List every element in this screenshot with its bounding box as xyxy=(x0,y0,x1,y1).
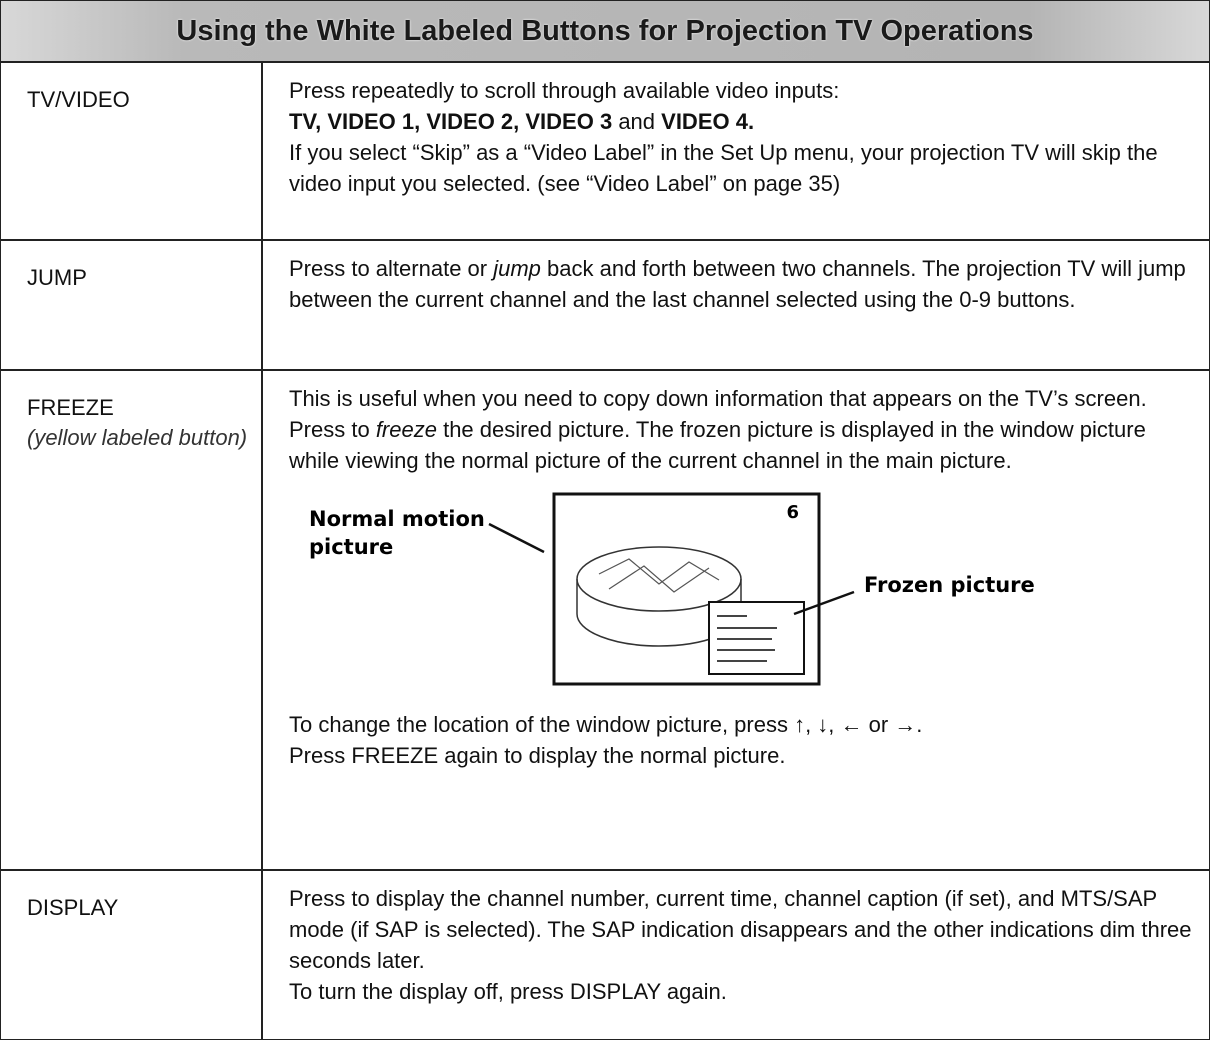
note: (yellow labeled button) xyxy=(27,425,248,450)
row: DISPLAY Press to display the channel num… xyxy=(1,871,1209,1039)
description: Press repeatedly to scroll through avail… xyxy=(263,63,1209,239)
button-name: FREEZE (yellow labeled button) xyxy=(1,371,263,869)
paragraph: This is useful when you need to copy dow… xyxy=(289,383,1199,414)
row: TV/VIDEO Press repeatedly to scroll thro… xyxy=(1,63,1209,241)
button-name: JUMP xyxy=(1,241,263,369)
figure-label: Frozen picture xyxy=(864,573,1035,597)
row: JUMP Press to alternate or jump back and… xyxy=(1,241,1209,371)
leader-line xyxy=(488,522,545,554)
text: Press repeatedly to scroll through avail… xyxy=(289,78,840,103)
paragraph: Press repeatedly to scroll through avail… xyxy=(289,75,1199,106)
text: back and forth between two channels. The… xyxy=(289,256,1186,312)
text: the desired picture. The frozen picture … xyxy=(289,417,1146,473)
leader-line xyxy=(793,590,855,616)
channel-number: 6 xyxy=(786,502,799,523)
figure-label: Normal motion xyxy=(309,507,485,531)
paragraph: Press to freeze the desired picture. The… xyxy=(289,414,1199,476)
text: VIDEO 4. xyxy=(661,109,755,134)
text: and xyxy=(612,109,662,134)
paragraph: Press to display the channel number, cur… xyxy=(289,883,1199,976)
title: Using the White Labeled Buttons for Proj… xyxy=(176,14,1034,47)
text: To change the location of the window pic… xyxy=(289,712,923,737)
header: Using the White Labeled Buttons for Proj… xyxy=(1,1,1209,63)
text: Press to alternate or xyxy=(289,256,494,281)
text: Press FREEZE again to display the normal… xyxy=(289,743,786,768)
paragraph: TV, VIDEO 1, VIDEO 2, VIDEO 3 and VIDEO … xyxy=(289,106,1199,137)
text: Press to xyxy=(289,417,376,442)
button-name: TV/VIDEO xyxy=(1,63,263,239)
text: TV, VIDEO 1, VIDEO 2, VIDEO 3 xyxy=(289,109,613,134)
recipe-lines xyxy=(717,615,777,662)
after-text: To change the location of the window pic… xyxy=(289,709,1199,771)
text: This is useful when you need to copy dow… xyxy=(289,386,1147,411)
illustration: Normal motion picture 6 Frozen picture xyxy=(309,492,1035,686)
figure-label: picture xyxy=(309,535,393,559)
text: Press to display the channel number, cur… xyxy=(289,886,1192,973)
paragraph: If you select “Skip” as a “Video Label” … xyxy=(289,137,1199,199)
row: FREEZE (yellow labeled button) This is us… xyxy=(1,371,1209,871)
paragraph: Press to alternate or jump back and fort… xyxy=(289,253,1199,315)
label: TV/VIDEO xyxy=(27,87,130,112)
paragraph: To change the location of the window pic… xyxy=(289,709,1199,740)
text: If you select “Skip” as a “Video Label” … xyxy=(289,140,1158,196)
description: This is useful when you need to copy dow… xyxy=(263,371,1209,869)
label: JUMP xyxy=(27,265,87,290)
text: freeze xyxy=(375,417,437,442)
text: To turn the display off, press DISPLAY a… xyxy=(289,979,727,1004)
label: FREEZE xyxy=(27,395,114,420)
label: DISPLAY xyxy=(27,895,119,920)
paragraph: Press FREEZE again to display the normal… xyxy=(289,740,1199,771)
paragraph: To turn the display off, press DISPLAY a… xyxy=(289,976,1199,1007)
description: Press to alternate or jump back and fort… xyxy=(263,241,1209,369)
text: jump xyxy=(493,256,541,281)
pie-lattice xyxy=(598,558,720,593)
description: Press to display the channel number, cur… xyxy=(263,871,1209,1039)
button-name: DISPLAY xyxy=(1,871,263,1039)
